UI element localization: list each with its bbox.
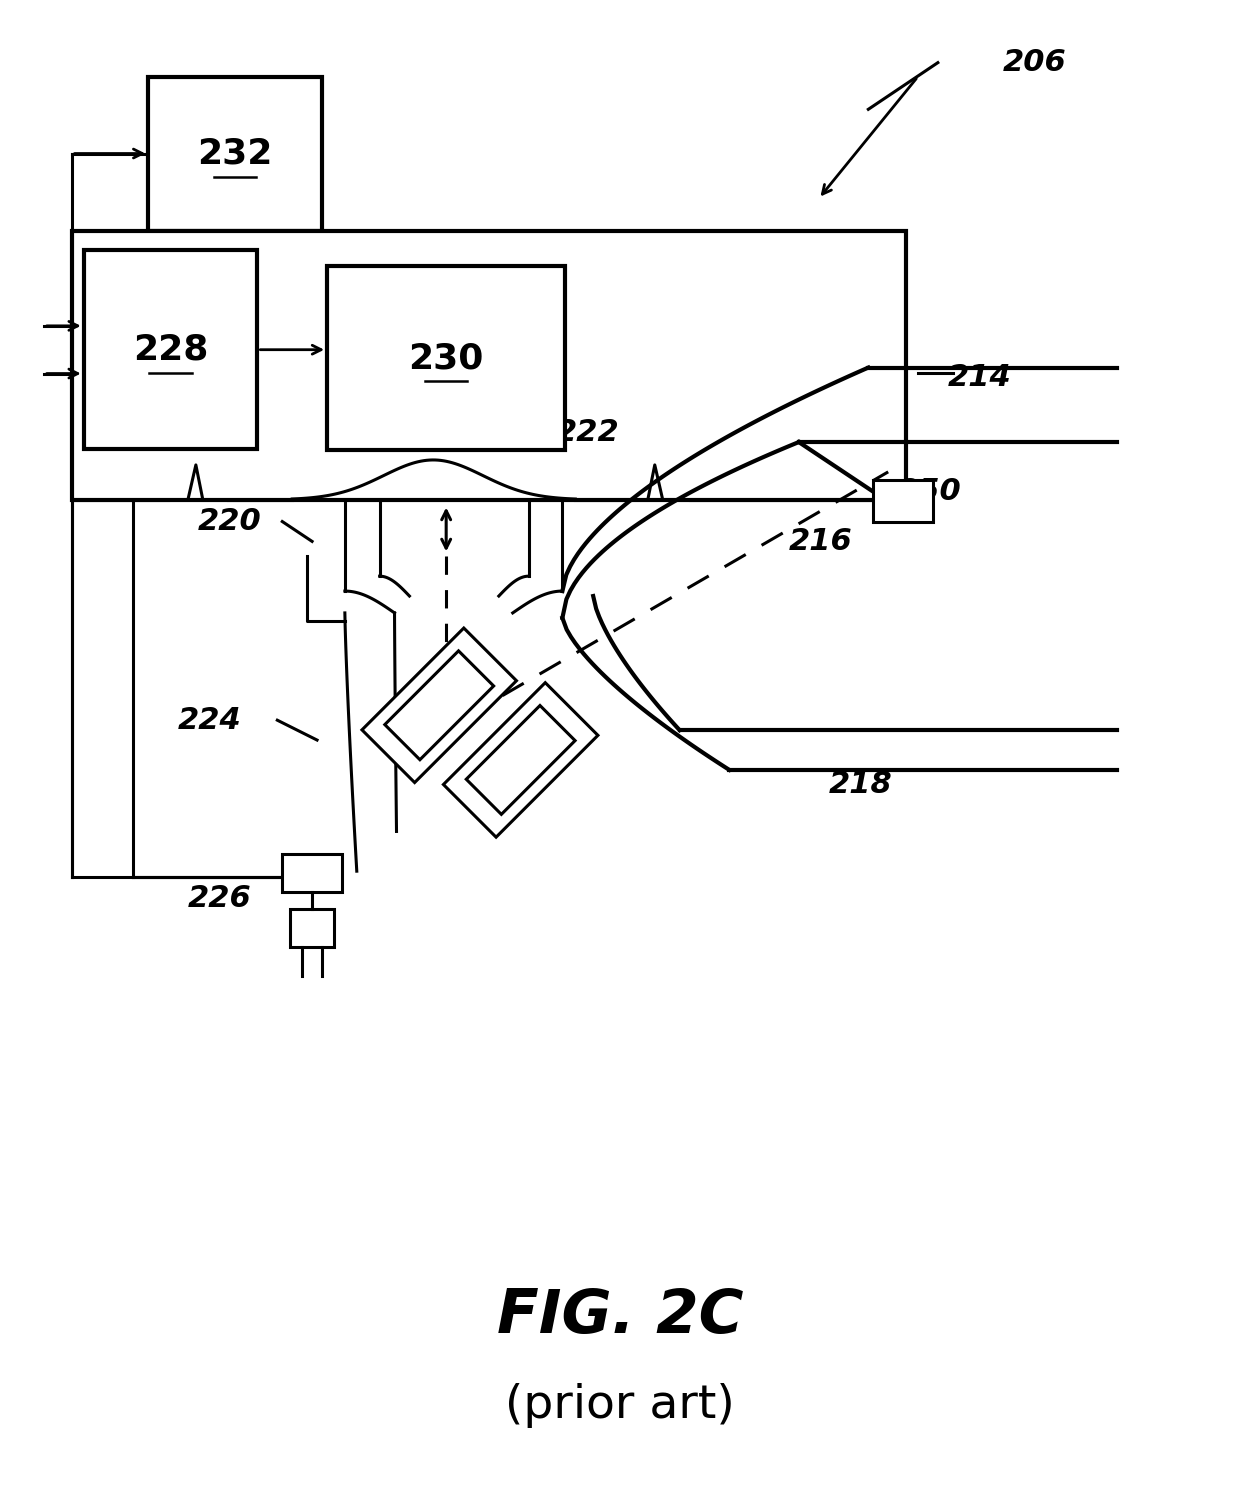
Bar (83, 250, 258, 449)
Text: 224: 224 (179, 705, 242, 735)
Text: 218: 218 (828, 771, 893, 799)
Text: 214: 214 (947, 362, 1012, 392)
Bar (384, 651, 494, 759)
Bar (290, 909, 334, 946)
Text: 228: 228 (133, 332, 208, 367)
Text: 216: 216 (789, 527, 853, 555)
Bar (283, 855, 342, 892)
Bar (873, 481, 932, 521)
Text: 230: 230 (408, 341, 484, 376)
Bar (72, 232, 906, 500)
Text: 226: 226 (188, 885, 252, 913)
Text: 232: 232 (197, 136, 273, 171)
Text: FIG. 2C: FIG. 2C (497, 1286, 743, 1346)
Text: 206: 206 (1002, 48, 1066, 78)
Text: (prior art): (prior art) (505, 1383, 735, 1428)
Bar (444, 683, 598, 837)
Bar (149, 76, 322, 231)
Bar (327, 266, 565, 451)
Text: 250: 250 (898, 478, 962, 506)
Text: 220: 220 (198, 507, 262, 536)
Bar (466, 705, 575, 814)
Text: 222: 222 (556, 418, 619, 446)
Bar (362, 629, 517, 783)
